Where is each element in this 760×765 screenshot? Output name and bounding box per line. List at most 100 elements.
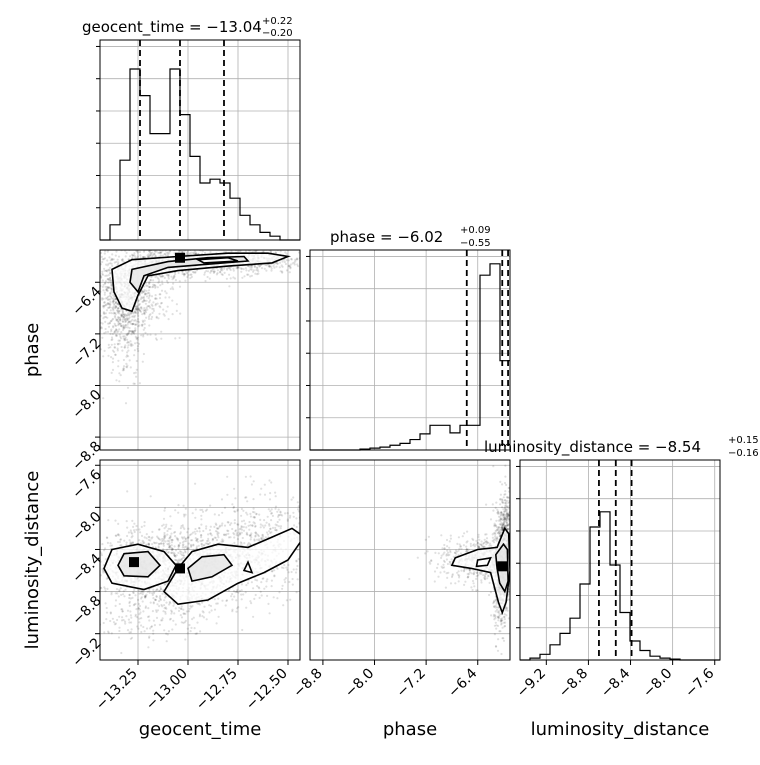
sample-point <box>194 627 196 629</box>
sample-point <box>259 493 261 495</box>
sample-point <box>154 287 156 289</box>
sample-point <box>118 380 120 382</box>
sample-point <box>170 618 172 620</box>
sample-point <box>93 321 95 323</box>
sample-point <box>295 568 297 570</box>
sample-point <box>106 536 108 538</box>
sample-point <box>450 535 452 537</box>
sample-point <box>271 268 273 270</box>
sample-point <box>198 527 200 529</box>
sample-point <box>137 245 139 247</box>
sample-point <box>297 549 299 551</box>
sample-point <box>175 623 177 625</box>
sample-point <box>301 255 303 257</box>
sample-point <box>165 310 167 312</box>
sample-point <box>186 244 188 246</box>
sample-point <box>450 538 452 540</box>
sample-point <box>115 251 117 253</box>
sample-point <box>186 276 188 278</box>
sample-point <box>105 270 107 272</box>
sample-point <box>291 499 293 501</box>
sample-point <box>131 316 133 318</box>
sample-point <box>192 271 194 273</box>
sample-point <box>169 515 171 517</box>
sample-point <box>304 568 306 570</box>
sample-point <box>148 247 150 249</box>
sample-point <box>266 595 268 597</box>
sample-point <box>301 565 303 567</box>
sample-point <box>250 602 252 604</box>
sample-point <box>152 639 154 641</box>
sample-point <box>243 275 245 277</box>
sample-point <box>274 508 276 510</box>
sample-point <box>215 523 217 525</box>
sample-point <box>140 631 142 633</box>
sample-point <box>181 558 183 560</box>
sample-point <box>231 593 233 595</box>
sample-point <box>138 324 140 326</box>
sample-point <box>285 263 287 265</box>
sample-point <box>177 539 179 541</box>
sample-point <box>138 343 140 345</box>
sample-point <box>147 292 149 294</box>
sample-point <box>136 625 138 627</box>
sample-point <box>147 591 149 593</box>
sample-point <box>275 506 277 508</box>
sample-point <box>134 531 136 533</box>
sample-point <box>101 256 103 258</box>
sample-point <box>171 245 173 247</box>
sample-point <box>111 312 113 314</box>
sample-point <box>186 531 188 533</box>
sample-point <box>226 267 228 269</box>
sample-point <box>241 583 243 585</box>
sample-point <box>231 528 233 530</box>
sample-point <box>161 280 163 282</box>
sample-point <box>124 344 126 346</box>
sample-point <box>155 595 157 597</box>
sample-point <box>153 602 155 604</box>
sample-point <box>130 312 132 314</box>
sample-point <box>154 624 156 626</box>
sample-point <box>111 339 113 341</box>
sample-point <box>167 306 169 308</box>
sample-point <box>148 619 150 621</box>
sample-point <box>142 334 144 336</box>
sample-point <box>144 521 146 523</box>
sample-point <box>288 259 290 261</box>
sample-point <box>274 492 276 494</box>
sample-point <box>104 247 106 249</box>
sample-point <box>288 571 290 573</box>
sample-point <box>132 254 134 256</box>
sample-point <box>151 316 153 318</box>
sample-point <box>133 523 135 525</box>
sample-point <box>265 536 267 538</box>
sample-point <box>184 273 186 275</box>
sample-point <box>142 320 144 322</box>
sample-point <box>245 250 247 252</box>
sample-point <box>134 329 136 331</box>
sample-point <box>201 543 203 545</box>
sample-point <box>94 577 96 579</box>
sample-point <box>162 255 164 257</box>
sample-point <box>136 337 138 339</box>
sample-point <box>113 331 115 333</box>
sample-point <box>163 248 165 250</box>
sample-point <box>196 632 198 634</box>
sample-point <box>153 308 155 310</box>
sample-point <box>145 290 147 292</box>
sample-point <box>260 526 262 528</box>
sample-point <box>136 369 138 371</box>
sample-point <box>117 541 119 543</box>
sample-point <box>124 589 126 591</box>
sample-point <box>183 528 185 530</box>
sample-point <box>114 343 116 345</box>
sample-point <box>118 630 120 632</box>
sample-point <box>141 297 143 299</box>
sample-point <box>126 351 128 353</box>
sample-point <box>199 530 201 532</box>
sample-point <box>190 533 192 535</box>
sample-point <box>291 258 293 260</box>
sample-point <box>120 374 122 376</box>
sample-point <box>205 527 207 529</box>
sample-point <box>295 560 297 562</box>
